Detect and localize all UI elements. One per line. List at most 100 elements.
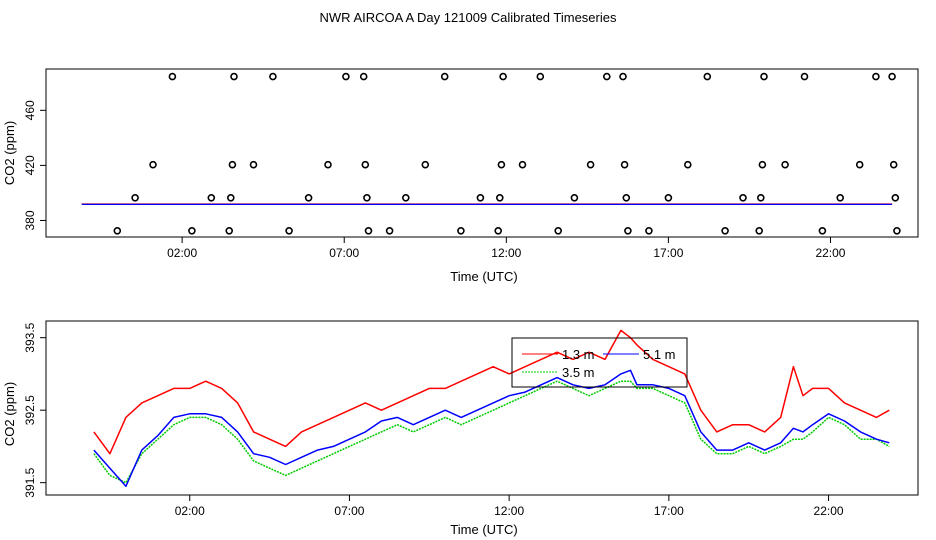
- bottom-y-axis: 391.5 392.5 393.5: [23, 322, 46, 498]
- top-data-point: [891, 194, 900, 202]
- top-data-point: [554, 227, 563, 235]
- top-data-point: [497, 160, 506, 169]
- top-data-point: [207, 194, 216, 202]
- top-x-tick-label: 02:00: [167, 246, 197, 260]
- top-x-tick-label: 22:00: [815, 246, 845, 260]
- bottom-series-line-3-5-m: [93, 380, 890, 484]
- top-data-point: [758, 160, 767, 169]
- top-data-point: [269, 72, 277, 81]
- top-data-point: [495, 194, 504, 202]
- top-data-point: [602, 72, 611, 81]
- top-data-point: [131, 194, 139, 202]
- top-plot-frame: [45, 68, 919, 238]
- bottom-x-axis: 02:00 07:00 12:00 17:00 22:00: [175, 495, 844, 518]
- top-data-point: [781, 160, 789, 169]
- top-y-axis-label: CO2 (ppm): [2, 121, 17, 185]
- top-x-tick-label: 07:00: [329, 246, 359, 260]
- top-data-point: [664, 194, 673, 202]
- top-data-point: [755, 227, 764, 235]
- top-y-tick-label: 380: [23, 210, 37, 230]
- bottom-y-axis-label: CO2 (ppm): [2, 382, 17, 446]
- legend-box: [511, 337, 688, 388]
- top-data-point: [168, 72, 177, 81]
- top-data-point: [620, 160, 629, 169]
- bottom-x-tick-label: 17:00: [654, 504, 684, 518]
- top-data-point: [800, 72, 809, 81]
- top-data-point: [457, 227, 465, 235]
- top-data-point: [324, 160, 332, 169]
- top-data-point: [113, 227, 122, 235]
- top-data-point: [703, 72, 712, 81]
- top-data-point: [888, 72, 896, 81]
- top-data-point: [440, 72, 449, 81]
- top-data-point: [227, 194, 235, 202]
- top-y-tick-label: 420: [23, 155, 37, 175]
- figure-title: NWR AIRCOA A Day 121009 Calibrated Times…: [320, 10, 617, 25]
- top-data-point: [385, 227, 394, 235]
- top-data-point: [889, 160, 898, 169]
- bottom-x-tick-label: 12:00: [494, 504, 524, 518]
- top-data-point: [494, 227, 503, 235]
- top-data-point: [893, 227, 901, 235]
- bottom-y-tick-label: 393.5: [23, 322, 37, 352]
- top-x-tick-label: 17:00: [653, 246, 683, 260]
- top-data-point: [304, 194, 313, 202]
- top-data-point: [570, 194, 579, 202]
- top-data-point: [721, 227, 729, 235]
- top-data-point: [285, 227, 293, 235]
- top-data-point: [619, 72, 627, 81]
- bottom-x-tick-label: 02:00: [175, 504, 205, 518]
- top-data-point: [225, 227, 233, 235]
- top-data-point: [363, 194, 371, 202]
- bottom-x-tick-label: 22:00: [814, 504, 844, 518]
- top-data-point: [230, 72, 238, 81]
- top-x-tick-label: 12:00: [491, 246, 521, 260]
- top-data-point: [518, 160, 527, 169]
- top-data-point: [536, 72, 545, 81]
- top-x-axis-label: Time (UTC): [450, 269, 517, 284]
- top-data-point: [249, 160, 258, 169]
- top-y-tick-label: 460: [23, 100, 37, 120]
- legend-label-3-5m: 3.5 m: [562, 365, 595, 380]
- top-data-point: [476, 194, 485, 202]
- top-data-point: [683, 160, 692, 169]
- top-points-group: [113, 72, 901, 235]
- top-data-point: [188, 227, 196, 235]
- top-data-point: [645, 227, 653, 235]
- top-data-point: [149, 160, 157, 169]
- top-data-point: [739, 194, 747, 202]
- top-data-point: [499, 72, 507, 81]
- bottom-panel: 02:00 07:00 12:00 17:00 22:00 391.5 392.5 393.…: [2, 320, 919, 537]
- bottom-x-tick-label: 07:00: [334, 504, 364, 518]
- bottom-y-tick-label: 392.5: [23, 395, 37, 425]
- top-data-point: [836, 194, 845, 202]
- top-data-point: [421, 160, 430, 169]
- top-x-axis: 02:00 07:00 12:00 17:00 22:00: [167, 237, 846, 260]
- bottom-x-axis-label: Time (UTC): [450, 522, 517, 537]
- top-data-point: [622, 194, 631, 202]
- top-data-point: [760, 72, 768, 81]
- top-data-point: [586, 160, 595, 169]
- bottom-series-group: [93, 329, 890, 488]
- top-data-point: [342, 72, 350, 81]
- top-data-point: [624, 227, 632, 235]
- top-data-point: [756, 194, 765, 202]
- top-panel: 02:00 07:00 12:00 17:00 22:00 380 420 460 Time…: [2, 68, 919, 284]
- bottom-plot-frame: [45, 320, 919, 496]
- bottom-series-line-1-3-m: [93, 329, 890, 455]
- legend: 1.3 m 5.1 m 3.5 m: [511, 337, 688, 388]
- top-data-point: [872, 72, 880, 81]
- top-data-point: [818, 227, 827, 235]
- bottom-series-line-5-1-m: [93, 369, 890, 488]
- top-y-axis: 380 420 460: [23, 100, 46, 230]
- top-data-point: [228, 160, 237, 169]
- top-data-point: [855, 160, 864, 169]
- top-data-point: [364, 227, 373, 235]
- top-data-point: [361, 160, 370, 169]
- top-data-point: [359, 72, 368, 81]
- bottom-y-tick-label: 391.5: [23, 467, 37, 497]
- legend-label-5-1m: 5.1 m: [643, 347, 676, 362]
- top-data-point: [401, 194, 410, 202]
- legend-label-1-3m: 1.3 m: [562, 347, 595, 362]
